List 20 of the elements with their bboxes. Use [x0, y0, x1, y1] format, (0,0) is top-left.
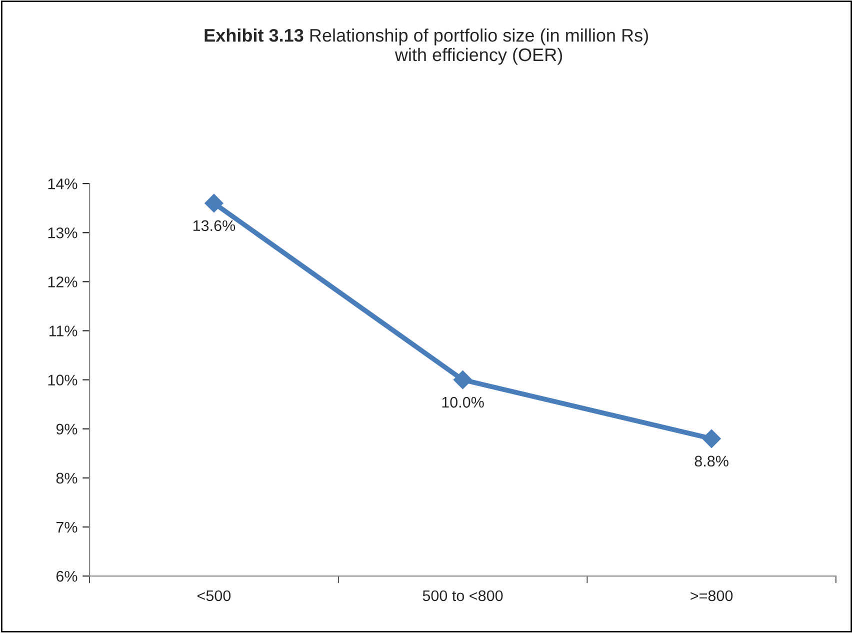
x-tick-label: 500 to <800: [422, 590, 503, 602]
y-tick-label: 7%: [56, 522, 78, 533]
y-tick-label: 6%: [56, 570, 78, 582]
point: [453, 370, 472, 390]
y-tick-label: 8%: [56, 472, 78, 484]
text: 13.6%: [193, 220, 236, 232]
y-tick-label: 11%: [49, 326, 78, 336]
point: [702, 429, 721, 448]
chart-title: Exhibit 3.13: [204, 28, 304, 42]
y-tick-label: 13%: [48, 227, 78, 238]
point: [204, 194, 224, 213]
y-tick-label: 12%: [48, 276, 78, 288]
text: 8.8%: [694, 456, 728, 467]
chart-subtitle: Relationship of portfolio size (in million Rs) with efficiency (OER): [310, 28, 648, 65]
y-tick-label: 14%: [48, 178, 78, 190]
text: 10.0%: [442, 396, 484, 408]
x-tick-label: >=800: [690, 590, 733, 602]
y-tick-label: 9%: [56, 424, 78, 435]
y-tick-label: 10%: [48, 374, 78, 386]
x-tick-label: <500: [198, 590, 231, 602]
